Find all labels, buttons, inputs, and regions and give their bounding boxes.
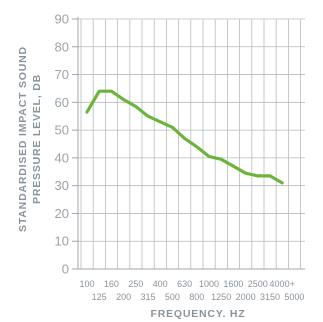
grid-layer [78, 18, 305, 270]
y-tick-label: 70 [55, 67, 69, 82]
y-tick-label: 40 [55, 150, 69, 165]
x-tick-label: 4000+ [270, 279, 295, 289]
y-tick-label: 0 [62, 262, 69, 277]
x-tick-labels: 100 125 160 200 250 315 400 500 630 800 1000 1250 16… [79, 279, 304, 302]
x-tick-label: 1250 [211, 292, 231, 302]
y-axis-title-line1: STANDARDISED IMPACT SOUND [17, 46, 29, 232]
y-tick-label: 80 [55, 39, 69, 54]
x-tick-label: 200 [116, 292, 131, 302]
series-layer [85, 89, 284, 185]
y-tick-label: 30 [55, 178, 69, 193]
y-tick-label: 50 [55, 123, 69, 138]
y-tick-label: 90 [55, 12, 69, 27]
series-line [85, 89, 284, 185]
x-tick-label: 3150 [260, 292, 280, 302]
x-tick-label: 5000 [284, 292, 304, 302]
x-tick-label: 400 [153, 279, 168, 289]
x-tick-label: 630 [177, 279, 192, 289]
x-axis-title: FREQUENCY. HZ [151, 308, 246, 320]
y-tick-label: 10 [55, 234, 69, 249]
x-tick-label: 125 [92, 292, 107, 302]
y-tick-label: 20 [55, 206, 69, 221]
x-tick-label: 160 [104, 279, 119, 289]
x-tick-label: 100 [79, 279, 94, 289]
y-axis-title-line2: PRESSURE LEVEL, DB [31, 74, 43, 204]
x-tick-label: 2000 [236, 292, 256, 302]
x-tick-label: 250 [128, 279, 143, 289]
x-tick-label: 800 [189, 292, 204, 302]
y-tick-labels: 0 10 20 30 40 50 60 70 80 90 [55, 12, 69, 277]
x-tick-label: 500 [165, 292, 180, 302]
x-tick-label: 315 [140, 292, 155, 302]
x-tick-label: 1600 [223, 279, 243, 289]
x-tick-label: 2500 [248, 279, 268, 289]
axis-layer [72, 17, 305, 270]
x-tick-label: 1000 [199, 279, 219, 289]
y-tick-label: 60 [55, 95, 69, 110]
